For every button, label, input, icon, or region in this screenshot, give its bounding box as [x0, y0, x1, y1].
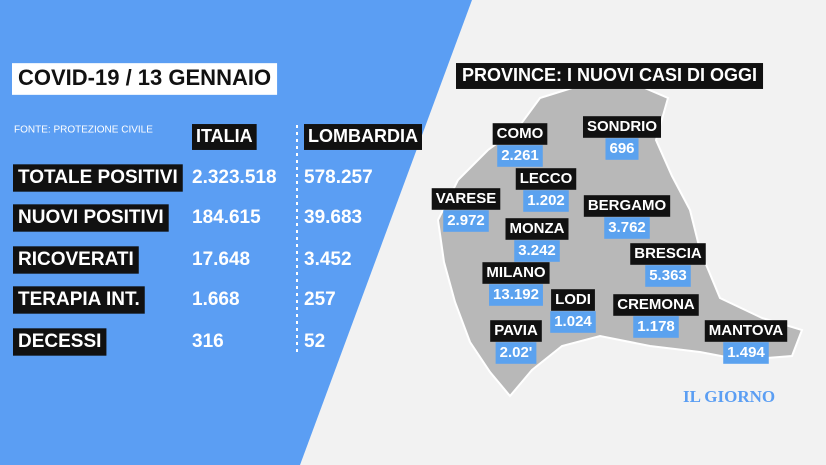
province-name: MANTOVA	[709, 322, 784, 339]
cell-value: 1.668	[192, 289, 240, 310]
province-value: 3.762	[608, 219, 646, 236]
province-value-box	[443, 210, 489, 232]
province-value: 1.202	[527, 192, 565, 209]
province-name: LECCO	[520, 170, 573, 187]
province-value-box	[523, 190, 569, 212]
row-label-box	[13, 164, 183, 192]
row-label: DECESSI	[18, 331, 101, 352]
row-label: TERAPIA INT.	[18, 289, 140, 310]
title-box	[12, 63, 278, 95]
cell-value: 578.257	[304, 167, 373, 188]
cell-value: 2.323.518	[192, 167, 277, 188]
row-label: TOTALE POSITIVI	[18, 167, 178, 188]
cell-value: 257	[304, 289, 336, 310]
row-label-box	[13, 246, 139, 274]
province-name-box	[704, 320, 788, 342]
province-name: LODI	[555, 291, 591, 308]
province-value-box	[633, 316, 679, 338]
province-value: 3.242	[518, 242, 556, 259]
province-name-box	[492, 123, 548, 145]
province-name-box	[505, 218, 569, 240]
province-value: 2.02'	[500, 344, 533, 361]
province-name: BRESCIA	[634, 245, 702, 262]
column-header: ITALIA	[196, 126, 253, 146]
province-value-box	[514, 240, 560, 262]
province-name-box	[613, 294, 699, 316]
province-name: VARESE	[436, 190, 497, 207]
province-value-box	[723, 342, 769, 364]
province-value: 1.494	[727, 344, 765, 361]
province-value-box	[489, 284, 543, 306]
left-panel	[0, 0, 472, 465]
cell-value: 316	[192, 331, 224, 352]
province-value: 1.024	[554, 313, 592, 330]
cell-value: 39.683	[304, 207, 362, 228]
cell-value: 3.452	[304, 249, 352, 270]
title: COVID-19 / 13 GENNAIO	[18, 65, 271, 90]
province-value-box	[495, 342, 537, 364]
province-name-box	[431, 188, 501, 210]
province-name-box	[551, 289, 595, 311]
province-value: 696	[609, 140, 634, 157]
cell-value: 52	[304, 331, 325, 352]
row-label: NUOVI POSITIVI	[18, 207, 164, 228]
province-name: BERGAMO	[588, 197, 667, 214]
province-value: 5.363	[649, 267, 687, 284]
province-name: MILANO	[486, 264, 545, 281]
province-name: MONZA	[510, 220, 565, 237]
row-label-box	[13, 328, 107, 356]
cell-value: 184.615	[192, 207, 261, 228]
province-value: 2.261	[501, 147, 539, 164]
province-value: 13.192	[493, 286, 539, 303]
province-name-box	[583, 195, 671, 217]
logo: IL GIORNO	[683, 387, 775, 406]
source: FONTE: PROTEZIONE CIVILE	[14, 125, 153, 136]
province-value: 2.972	[447, 212, 485, 229]
column-header: LOMBARDIA	[308, 126, 418, 146]
province-value-box	[605, 138, 639, 160]
province-value-box	[550, 311, 596, 333]
map-title-box	[456, 63, 764, 89]
column-header-box	[192, 124, 257, 150]
province-name: SONDRIO	[587, 118, 657, 135]
province-name-box	[515, 168, 577, 190]
province-name: COMO	[497, 125, 544, 142]
province-value-box	[604, 217, 650, 239]
row-label-box	[13, 286, 145, 314]
province-name-box	[482, 262, 550, 284]
province-name: CREMONA	[617, 296, 695, 313]
province-name: PAVIA	[494, 322, 538, 339]
province-value-box	[645, 265, 691, 287]
province-name-box	[582, 116, 662, 138]
map-title: PROVINCE: I NUOVI CASI DI OGGI	[462, 65, 757, 85]
row-label-box	[13, 204, 169, 232]
column-header-box	[304, 124, 422, 150]
cell-value: 17.648	[192, 249, 250, 270]
province-value-box	[497, 145, 543, 167]
province-name-box	[630, 243, 706, 265]
province-value: 1.178	[637, 318, 675, 335]
province-name-box	[490, 320, 542, 342]
row-label: RICOVERATI	[18, 249, 134, 270]
